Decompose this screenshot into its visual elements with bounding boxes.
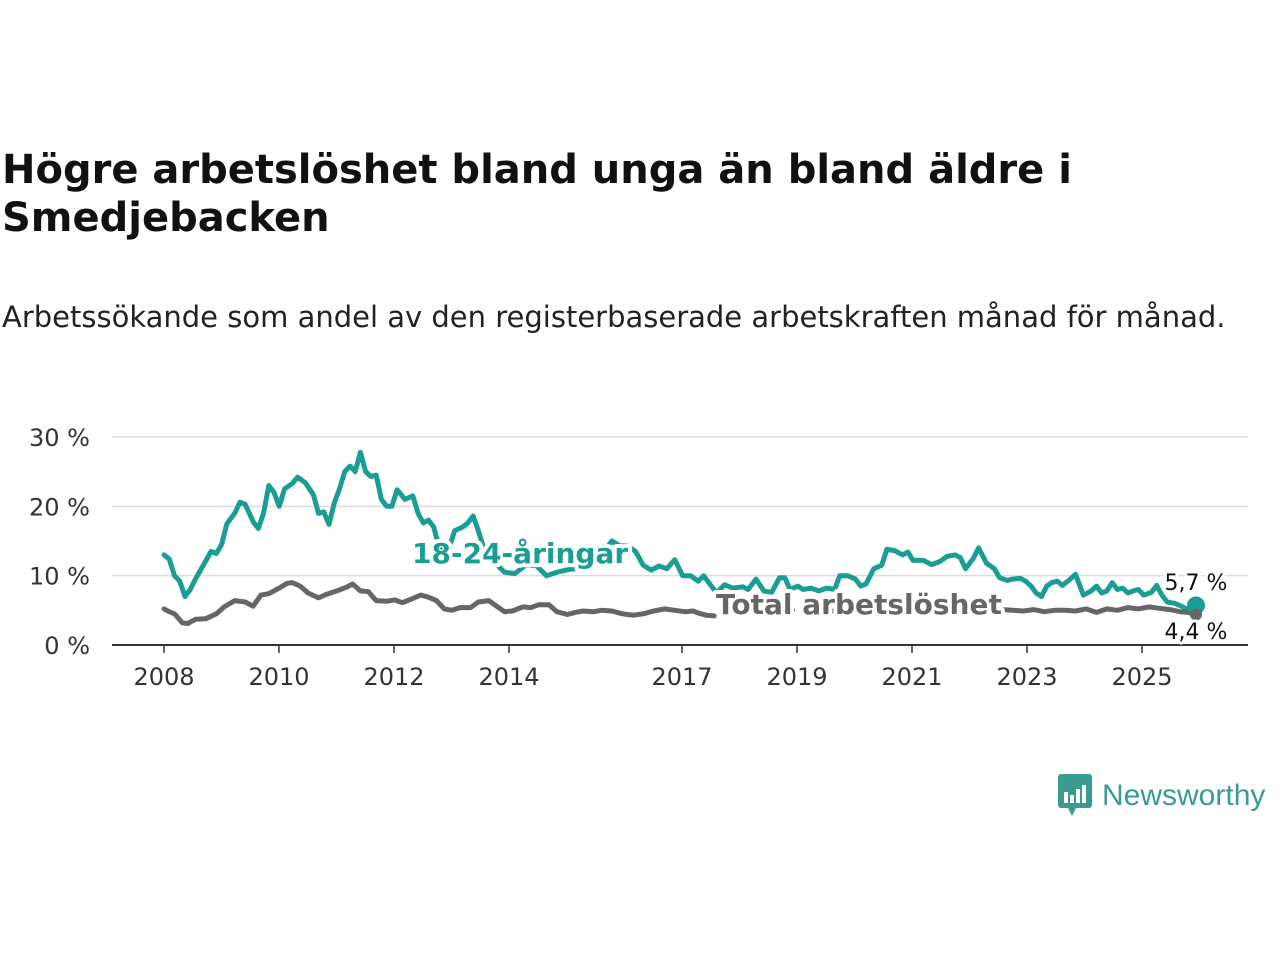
x-tick-label: 2023 <box>996 663 1057 691</box>
newsworthy-logo-icon <box>1058 774 1092 816</box>
grid-lines <box>112 436 1248 646</box>
end-label-youth-halo: 5,7 % <box>1165 571 1228 596</box>
series-line-youth <box>161 449 1199 613</box>
x-tick-label: 2012 <box>363 663 424 691</box>
x-tick-label: 2021 <box>881 663 942 691</box>
series-end-point <box>1190 608 1202 621</box>
series-label-total-halo: Total arbetslöshet <box>716 588 1002 621</box>
series-label-youth: 18-24-åringar <box>412 537 628 570</box>
y-axis-ticks: 0 % 10 % 20 % 30 % <box>29 424 90 660</box>
y-tick-label: 30 % <box>29 424 90 452</box>
x-tick-label: 2014 <box>478 663 539 691</box>
x-tick-label: 2017 <box>651 663 712 691</box>
y-tick-label: 10 % <box>29 563 90 591</box>
chart-title: Högre arbetslöshet bland unga än bland ä… <box>2 147 1072 241</box>
end-label-total-halo: 4,4 % <box>1165 620 1228 645</box>
brand-name: Newsworthy <box>1102 779 1266 812</box>
x-tick-label: 2010 <box>248 663 309 691</box>
chart-subtitle: Arbetssökande som andel av den registerb… <box>2 300 1226 334</box>
x-tick-label: 2008 <box>133 663 194 691</box>
series-label-total: Total arbetslöshet <box>716 588 1002 621</box>
x-tick-label: 2025 <box>1111 663 1172 691</box>
series-label-youth-halo: 18-24-åringar <box>412 537 628 570</box>
x-tick-label: 2019 <box>766 663 827 691</box>
end-label-total: 4,4 % <box>1165 620 1228 645</box>
y-tick-label: 0 % <box>44 632 90 660</box>
series-lines <box>161 449 1199 626</box>
series-end-point <box>1187 596 1205 615</box>
newsworthy-logo[interactable]: Newsworthy <box>1058 774 1265 818</box>
end-label-youth: 5,7 % <box>1165 571 1228 596</box>
y-tick-label: 20 % <box>29 493 90 521</box>
x-axis-ticks: 2008 2010 2012 2014 2017 2019 2021 2023 2025 <box>133 645 1173 691</box>
line-chart: 0 % 10 % 20 % 30 % 2008 2010 2012 2014 2017 2019… <box>29 424 1248 691</box>
series-line-total <box>161 580 1199 626</box>
